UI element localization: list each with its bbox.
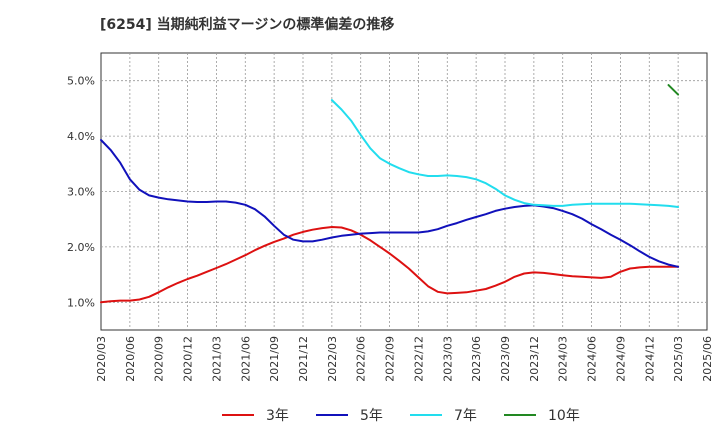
x-tick-label: 2023/03: [441, 336, 454, 382]
plot-grid: [100, 52, 708, 331]
legend: 3年 5年 7年 10年: [222, 408, 580, 424]
x-tick-label: 2021/06: [239, 336, 252, 382]
x-tick-label: 2020/06: [124, 336, 137, 382]
x-tick-label: 2021/09: [268, 336, 281, 382]
y-tick-label: 1.0%: [67, 296, 95, 309]
x-axis: 2020/03 2020/06 2020/09 2020/12 2021/03 2021/…: [95, 336, 714, 382]
series-line: [100, 226, 680, 304]
x-tick-label: 2023/06: [470, 336, 483, 382]
y-tick-label: 4.0%: [67, 130, 95, 143]
legend-label: 10年: [548, 408, 580, 424]
y-tick-label: 2.0%: [67, 241, 95, 254]
x-tick-label: 2023/09: [499, 336, 512, 382]
y-axis: 1.0% 2.0% 3.0% 4.0% 5.0%: [67, 75, 95, 310]
chart-title: [6254] 当期純利益マージンの標準偏差の推移: [100, 16, 394, 33]
series-line: [330, 99, 680, 208]
plot-series: [100, 84, 680, 304]
x-tick-label: 2020/09: [153, 336, 166, 382]
x-tick-label: 2024/06: [586, 336, 599, 382]
x-tick-label: 2025/03: [672, 336, 685, 382]
x-tick-label: 2021/03: [210, 336, 223, 382]
y-tick-label: 5.0%: [67, 75, 95, 88]
x-tick-label: 2024/09: [614, 336, 627, 382]
x-tick-label: 2022/09: [384, 336, 397, 382]
x-tick-label: 2024/12: [643, 336, 656, 382]
x-tick-label: 2024/03: [557, 336, 570, 382]
plot-frame: [100, 52, 708, 331]
legend-label: 7年: [454, 408, 477, 424]
series-line: [100, 139, 680, 268]
x-tick-label: 2022/06: [355, 336, 368, 382]
x-tick-label: 2022/03: [326, 336, 339, 382]
y-tick-label: 3.0%: [67, 186, 95, 199]
x-tick-label: 2020/03: [95, 336, 108, 382]
x-tick-label: 2025/06: [701, 336, 714, 382]
x-tick-label: 2021/12: [297, 336, 310, 382]
x-tick-label: 2023/12: [528, 336, 541, 382]
x-tick-label: 2020/12: [182, 336, 195, 382]
legend-label: 3年: [266, 408, 289, 424]
x-tick-label: 2022/12: [412, 336, 425, 382]
series-line: [667, 84, 680, 96]
legend-label: 5年: [360, 408, 383, 424]
